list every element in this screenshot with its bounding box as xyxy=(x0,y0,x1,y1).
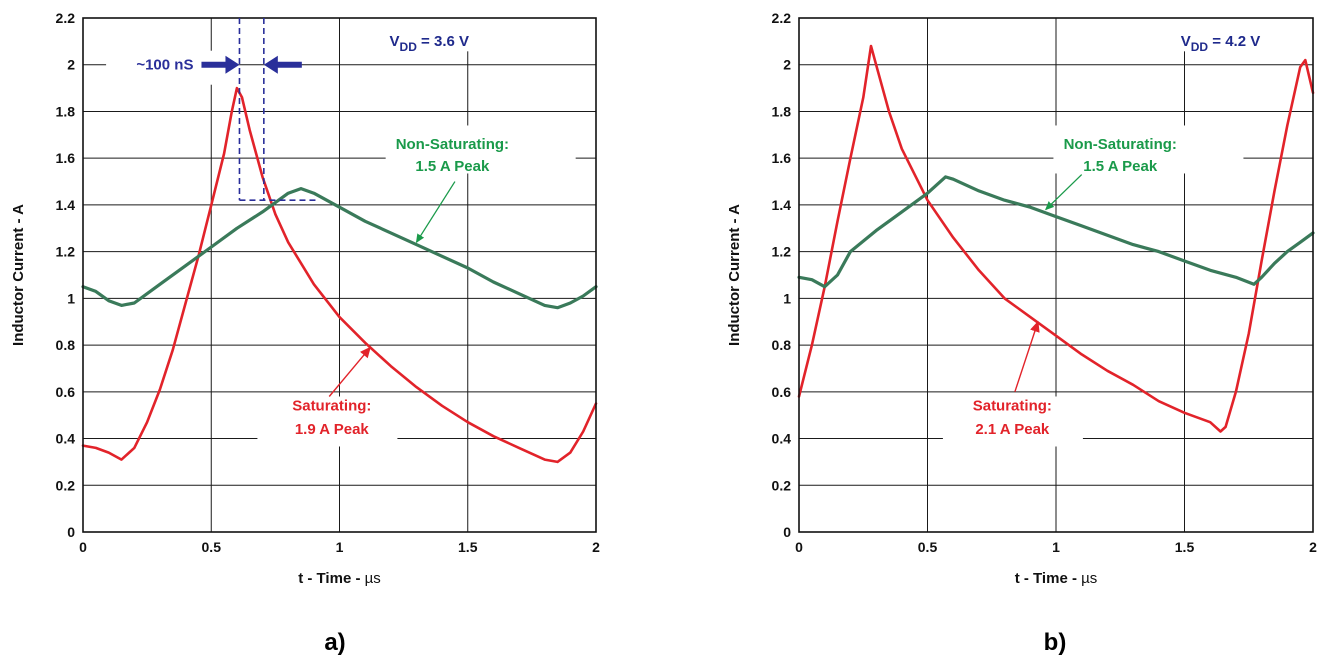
chart-1-y-tick-5: 1 xyxy=(783,290,791,306)
chart-1-y-tick-10: 2 xyxy=(783,57,791,73)
chart-1-y-tick-8: 1.6 xyxy=(772,150,792,166)
chart-1-x-tick-1: 0.5 xyxy=(918,539,938,555)
chart-0-sat-arrow xyxy=(328,346,371,397)
chart-0-y-tick-8: 1.6 xyxy=(56,150,76,166)
chart-0-y-tick-10: 2 xyxy=(67,57,75,73)
chart-1-label-bg-1 xyxy=(1053,125,1244,174)
chart-0-dim-label: ~100 nS xyxy=(136,57,193,74)
chart-1-x-tick-3: 1.5 xyxy=(1175,539,1195,555)
chart-1-plot-frame xyxy=(798,17,1314,533)
chart-0-y-tick-0: 0 xyxy=(67,524,75,540)
chart-0-y-tick-7: 1.4 xyxy=(56,197,76,213)
chart-0-series-saturating xyxy=(81,86,598,464)
chart-0-label-bg-2 xyxy=(385,125,576,174)
chart-1-x-tick-4: 2 xyxy=(1309,539,1317,555)
chart-0-y-tick-9: 1.8 xyxy=(56,103,76,119)
chart-1-y-tick-11: 2.2 xyxy=(772,10,792,26)
chart-0-nonsat-label-line1: Non-Saturating: xyxy=(396,136,509,153)
chart-0-vdd-label: VDD = 3.6 V xyxy=(390,33,469,54)
chart-1-y-tick-3: 0.6 xyxy=(772,384,792,400)
chart-0-sat-label-line2: 1.9 A Peak xyxy=(295,421,370,438)
chart-0-y-axis-title: Inductor Current - A xyxy=(10,204,27,346)
chart-1-x-tick-2: 1 xyxy=(1052,539,1060,555)
chart-1-y-tick-9: 1.8 xyxy=(772,103,792,119)
chart-0-y-tick-5: 1 xyxy=(67,290,75,306)
chart-0-panel: 0 0.5 1 1.5 2 0 0.2 0.4 0.6 0.8 1 1.2 1.4 1.6 1.8 2 2.2 t… xyxy=(10,10,600,656)
chart-0-label-bg-1 xyxy=(352,13,523,52)
chart-1-series-non-saturating xyxy=(797,175,1315,289)
chart-0-x-tick-3: 1.5 xyxy=(458,539,478,555)
chart-1-sat-label-line2: 2.1 A Peak xyxy=(975,421,1050,438)
chart-1-sat-arrow xyxy=(1014,320,1040,393)
chart-0-x-tick-1: 0.5 xyxy=(202,539,222,555)
chart-0-label-bg-3 xyxy=(257,396,398,447)
chart-1-panel-label: b) xyxy=(1044,629,1067,656)
chart-0-y-tick-6: 1.2 xyxy=(56,244,76,260)
chart-0-dim-arrow-right xyxy=(263,55,302,74)
chart-1-series-saturating xyxy=(797,44,1315,433)
chart-0-y-tick-11: 2.2 xyxy=(56,10,76,26)
chart-1-y-tick-1: 0.2 xyxy=(772,477,792,493)
chart-1-y-tick-2: 0.4 xyxy=(772,431,792,447)
chart-1-y-axis-title: Inductor Current - A xyxy=(726,204,743,346)
chart-0-sat-label-line1: Saturating: xyxy=(292,398,371,415)
chart-1-nonsat-label-line2: 1.5 A Peak xyxy=(1083,158,1158,175)
chart-0-series-non-saturating xyxy=(81,187,598,310)
chart-0-dim-arrow-left xyxy=(201,55,240,74)
chart-0-x-tick-0: 0 xyxy=(79,539,87,555)
chart-1-x-tick-0: 0 xyxy=(795,539,803,555)
chart-1-nonsat-label-line1: Non-Saturating: xyxy=(1064,136,1177,153)
chart-1-y-tick-6: 1.2 xyxy=(772,244,792,260)
chart-0-label-bg-0 xyxy=(106,50,217,85)
chart-1-y-tick-4: 0.8 xyxy=(772,337,792,353)
chart-1-nonsat-arrow xyxy=(1045,174,1083,211)
chart-0-grid xyxy=(82,17,597,533)
chart-1-panel: 0 0.5 1 1.5 2 0 0.2 0.4 0.6 0.8 1 1.2 1.4 1.6 1.8 2 2.2 t… xyxy=(726,10,1317,656)
chart-1-grid xyxy=(798,17,1314,533)
chart-1-y-tick-7: 1.4 xyxy=(772,197,792,213)
chart-0-x-axis-title: t - Time - µs xyxy=(298,570,381,587)
chart-1-x-axis-title: t - Time - µs xyxy=(1015,570,1098,587)
chart-0-nonsat-arrow xyxy=(415,181,456,244)
chart-0-y-tick-3: 0.6 xyxy=(56,384,76,400)
chart-0-dimension-marker: ~100 nS xyxy=(136,18,319,202)
chart-0-plot-frame xyxy=(82,17,597,533)
chart-0-x-tick-4: 2 xyxy=(592,539,600,555)
chart-0-y-tick-4: 0.8 xyxy=(56,337,76,353)
chart-0-nonsat-label-line2: 1.5 A Peak xyxy=(415,158,490,175)
chart-0-x-tick-2: 1 xyxy=(336,539,344,555)
chart-1-y-tick-0: 0 xyxy=(783,524,791,540)
chart-1-vdd-label: VDD = 4.2 V xyxy=(1181,33,1260,54)
chart-1-label-bg-0 xyxy=(1143,13,1314,52)
chart-0-panel-label: a) xyxy=(324,629,345,656)
chart-1-sat-label-line1: Saturating: xyxy=(973,398,1052,415)
chart-0-y-tick-2: 0.4 xyxy=(56,431,76,447)
chart-0-y-tick-1: 0.2 xyxy=(56,477,76,493)
chart-1-label-bg-2 xyxy=(942,396,1083,447)
